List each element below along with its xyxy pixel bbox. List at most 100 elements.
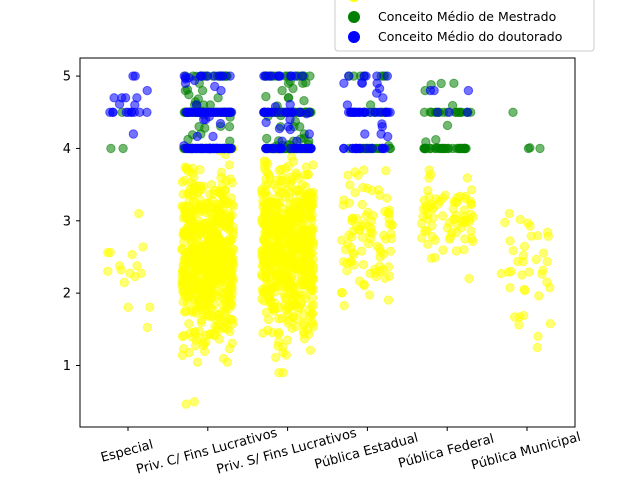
data-point-yellow xyxy=(519,241,530,252)
data-point-yellow xyxy=(289,263,300,274)
data-point-yellow xyxy=(294,243,304,253)
data-point-yellow xyxy=(217,217,227,227)
data-point-yellow xyxy=(263,197,274,208)
data-point-yellow xyxy=(263,179,273,189)
data-point-yellow xyxy=(259,220,269,230)
data-point-yellow xyxy=(526,231,536,241)
data-point-mestrado xyxy=(459,143,470,154)
data-point-yellow xyxy=(267,327,277,338)
data-point-yellow xyxy=(203,230,213,240)
data-point-yellow xyxy=(226,193,236,203)
data-point-yellow xyxy=(216,173,226,183)
data-point-yellow xyxy=(119,277,130,288)
y-axis: 1 2 3 4 5 xyxy=(63,70,80,374)
data-point-doutorado xyxy=(304,107,314,118)
legend-label-mestrado: Conceito Médio de Mestrado xyxy=(378,9,556,24)
data-point-doutorado xyxy=(277,136,287,146)
data-point-yellow xyxy=(300,195,310,205)
data-point-yellow xyxy=(116,265,126,275)
data-point-yellow xyxy=(357,199,367,210)
data-point-doutorado xyxy=(297,71,308,81)
data-point-yellow xyxy=(220,185,230,195)
data-point-yellow xyxy=(460,234,470,244)
data-point-yellow xyxy=(305,280,315,291)
data-point-yellow xyxy=(538,248,549,258)
data-point-yellow xyxy=(220,292,231,303)
data-point-yellow xyxy=(423,185,433,196)
data-point-doutorado xyxy=(358,107,368,118)
data-point-mestrado xyxy=(535,143,545,154)
data-point-yellow xyxy=(462,173,473,183)
data-point-yellow xyxy=(224,160,235,170)
data-point-yellow xyxy=(306,301,317,311)
data-point-yellow xyxy=(211,244,222,254)
data-point-yellow xyxy=(359,165,369,175)
data-point-yellow xyxy=(531,254,541,265)
data-point-doutorado xyxy=(205,143,215,154)
data-point-mestrado xyxy=(261,91,271,102)
data-point-doutorado xyxy=(377,143,388,154)
data-point-yellow xyxy=(200,207,211,218)
data-point-yellow xyxy=(257,251,267,262)
data-point-yellow xyxy=(294,280,305,290)
data-point-yellow xyxy=(359,219,369,229)
data-point-yellow xyxy=(132,261,142,271)
data-point-doutorado xyxy=(274,123,285,134)
data-point-yellow xyxy=(423,239,433,250)
data-point-yellow xyxy=(289,231,299,242)
data-point-doutorado xyxy=(425,85,436,96)
data-point-doutorado xyxy=(285,99,295,110)
data-point-yellow xyxy=(284,315,294,325)
data-point-yellow xyxy=(442,223,453,233)
data-point-yellow xyxy=(466,226,476,236)
data-point-doutorado xyxy=(142,85,152,96)
data-point-yellow xyxy=(187,254,198,265)
data-point-yellow xyxy=(200,218,210,228)
data-point-yellow xyxy=(207,305,217,315)
data-point-yellow xyxy=(145,302,155,312)
data-point-yellow xyxy=(345,180,355,190)
data-point-yellow xyxy=(533,331,543,341)
data-point-yellow xyxy=(347,216,357,226)
data-point-yellow xyxy=(291,168,301,178)
data-point-yellow xyxy=(465,196,476,207)
data-point-yellow xyxy=(308,160,318,170)
data-point-yellow xyxy=(125,268,135,278)
data-point-yellow xyxy=(261,238,271,248)
data-point-yellow xyxy=(136,268,146,278)
data-point-yellow xyxy=(105,247,115,258)
data-point-yellow xyxy=(282,335,293,345)
data-point-yellow xyxy=(524,267,534,277)
data-point-yellow xyxy=(200,278,211,288)
data-point-yellow xyxy=(305,345,316,355)
data-point-yellow xyxy=(298,320,309,330)
data-point-doutorado xyxy=(343,107,354,118)
data-point-yellow xyxy=(365,234,376,244)
data-point-yellow xyxy=(361,210,371,221)
data-point-doutorado xyxy=(286,71,296,81)
data-point-doutorado xyxy=(204,107,215,118)
data-point-yellow xyxy=(207,223,217,233)
data-point-yellow xyxy=(184,319,194,329)
data-point-doutorado xyxy=(200,114,211,125)
data-point-mestrado xyxy=(448,143,458,154)
data-point-mestrado xyxy=(262,133,272,144)
data-point-doutorado xyxy=(432,107,443,118)
data-point-yellow xyxy=(505,283,515,293)
data-point-yellow xyxy=(259,188,270,199)
data-point-doutorado xyxy=(225,107,236,118)
data-point-yellow xyxy=(193,188,203,198)
data-point-doutorado xyxy=(283,122,293,132)
data-point-yellow xyxy=(189,397,200,407)
data-point-yellow xyxy=(339,300,349,311)
data-point-doutorado xyxy=(360,129,370,139)
data-point-doutorado xyxy=(259,71,269,81)
data-point-doutorado xyxy=(215,118,226,129)
data-point-doutorado xyxy=(370,107,380,118)
data-point-yellow xyxy=(534,291,544,301)
data-point-doutorado xyxy=(181,107,192,118)
data-point-yellow xyxy=(509,312,520,322)
data-point-yellow xyxy=(227,300,237,311)
data-point-mestrado xyxy=(224,122,235,132)
data-point-doutorado xyxy=(261,117,271,128)
